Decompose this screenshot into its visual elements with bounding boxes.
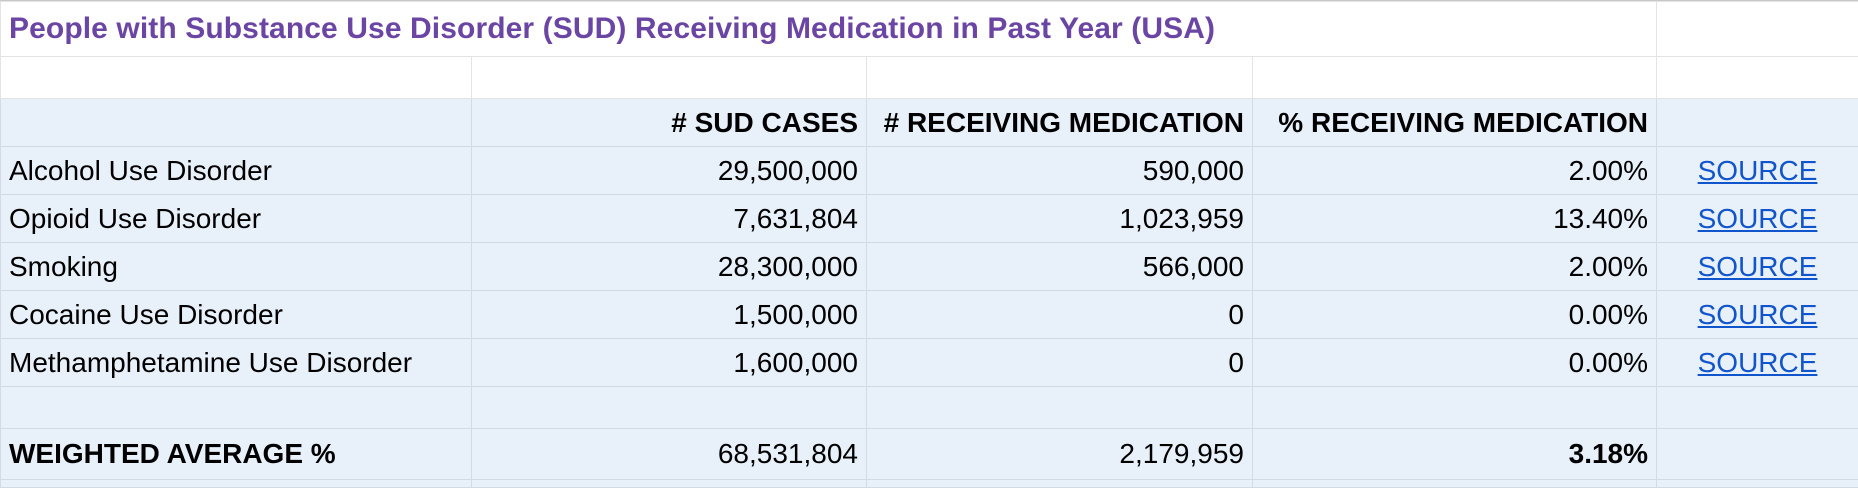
table-row: Alcohol Use Disorder 29,500,000 590,000 … bbox=[1, 147, 1858, 195]
sheet-title: People with Substance Use Disorder (SUD)… bbox=[9, 12, 1215, 45]
percent-cell[interactable]: 13.40% bbox=[1253, 195, 1657, 243]
percent-cell[interactable]: 2.00% bbox=[1253, 147, 1657, 195]
blank-row bbox=[1, 57, 1858, 99]
row-label[interactable]: Methamphetamine Use Disorder bbox=[1, 339, 472, 387]
total-sud-cases[interactable]: 68,531,804 bbox=[472, 429, 867, 480]
empty-cell[interactable] bbox=[1657, 480, 1858, 488]
header-percent-receiving[interactable]: % RECEIVING MEDICATION bbox=[1253, 99, 1657, 147]
sud-cases-cell[interactable]: 29,500,000 bbox=[472, 147, 867, 195]
source-link[interactable]: SOURCE bbox=[1698, 299, 1818, 330]
empty-cell[interactable] bbox=[867, 57, 1253, 99]
source-cell[interactable]: SOURCE bbox=[1657, 147, 1858, 195]
empty-cell[interactable] bbox=[1253, 57, 1657, 99]
source-cell[interactable]: SOURCE bbox=[1657, 339, 1858, 387]
header-sud-cases[interactable]: # SUD CASES bbox=[472, 99, 867, 147]
empty-cell[interactable] bbox=[1253, 387, 1657, 429]
empty-cell[interactable] bbox=[1657, 2, 1858, 57]
header-row: # SUD CASES # RECEIVING MEDICATION % REC… bbox=[1, 99, 1858, 147]
source-cell[interactable]: SOURCE bbox=[1657, 291, 1858, 339]
title-cell[interactable]: People with Substance Use Disorder (SUD)… bbox=[1, 2, 1657, 57]
total-label[interactable]: WEIGHTED AVERAGE % bbox=[1, 429, 472, 480]
empty-cell[interactable] bbox=[1253, 480, 1657, 488]
source-link[interactable]: SOURCE bbox=[1698, 203, 1818, 234]
source-cell[interactable]: SOURCE bbox=[1657, 243, 1858, 291]
empty-cell[interactable] bbox=[1657, 57, 1858, 99]
empty-cell[interactable] bbox=[472, 57, 867, 99]
receiving-cell[interactable]: 590,000 bbox=[867, 147, 1253, 195]
total-percent[interactable]: 3.18% bbox=[1253, 429, 1657, 480]
source-link[interactable]: SOURCE bbox=[1698, 155, 1818, 186]
header-receiving-medication[interactable]: # RECEIVING MEDICATION bbox=[867, 99, 1253, 147]
row-label[interactable]: Alcohol Use Disorder bbox=[1, 147, 472, 195]
row-label[interactable]: Opioid Use Disorder bbox=[1, 195, 472, 243]
sud-cases-cell[interactable]: 1,600,000 bbox=[472, 339, 867, 387]
receiving-cell[interactable]: 1,023,959 bbox=[867, 195, 1253, 243]
total-row: WEIGHTED AVERAGE % 68,531,804 2,179,959 … bbox=[1, 429, 1858, 480]
empty-cell[interactable] bbox=[1657, 387, 1858, 429]
table-row: Smoking 28,300,000 566,000 2.00% SOURCE bbox=[1, 243, 1858, 291]
source-cell[interactable]: SOURCE bbox=[1657, 195, 1858, 243]
empty-cell[interactable] bbox=[1, 387, 472, 429]
sud-cases-cell[interactable]: 28,300,000 bbox=[472, 243, 867, 291]
spacer-row bbox=[1, 387, 1858, 429]
row-label[interactable]: Smoking bbox=[1, 243, 472, 291]
receiving-cell[interactable]: 0 bbox=[867, 291, 1253, 339]
percent-cell[interactable]: 0.00% bbox=[1253, 339, 1657, 387]
sud-cases-cell[interactable]: 1,500,000 bbox=[472, 291, 867, 339]
empty-cell[interactable] bbox=[867, 480, 1253, 488]
empty-cell[interactable] bbox=[867, 387, 1253, 429]
percent-cell[interactable]: 0.00% bbox=[1253, 291, 1657, 339]
source-link[interactable]: SOURCE bbox=[1698, 251, 1818, 282]
table-row: Methamphetamine Use Disorder 1,600,000 0… bbox=[1, 339, 1858, 387]
receiving-cell[interactable]: 566,000 bbox=[867, 243, 1253, 291]
empty-cell[interactable] bbox=[1657, 429, 1858, 480]
empty-cell[interactable] bbox=[472, 387, 867, 429]
table-row: Cocaine Use Disorder 1,500,000 0 0.00% S… bbox=[1, 291, 1858, 339]
empty-cell[interactable] bbox=[1, 99, 472, 147]
empty-cell[interactable] bbox=[472, 480, 867, 488]
empty-cell[interactable] bbox=[1657, 99, 1858, 147]
total-receiving[interactable]: 2,179,959 bbox=[867, 429, 1253, 480]
receiving-cell[interactable]: 0 bbox=[867, 339, 1253, 387]
empty-cell[interactable] bbox=[1, 480, 472, 488]
table-row: Opioid Use Disorder 7,631,804 1,023,959 … bbox=[1, 195, 1858, 243]
empty-cell[interactable] bbox=[1, 57, 472, 99]
sud-cases-cell[interactable]: 7,631,804 bbox=[472, 195, 867, 243]
percent-cell[interactable]: 2.00% bbox=[1253, 243, 1657, 291]
source-link[interactable]: SOURCE bbox=[1698, 347, 1818, 378]
title-row: People with Substance Use Disorder (SUD)… bbox=[1, 2, 1858, 57]
partial-row bbox=[1, 480, 1858, 488]
row-label[interactable]: Cocaine Use Disorder bbox=[1, 291, 472, 339]
